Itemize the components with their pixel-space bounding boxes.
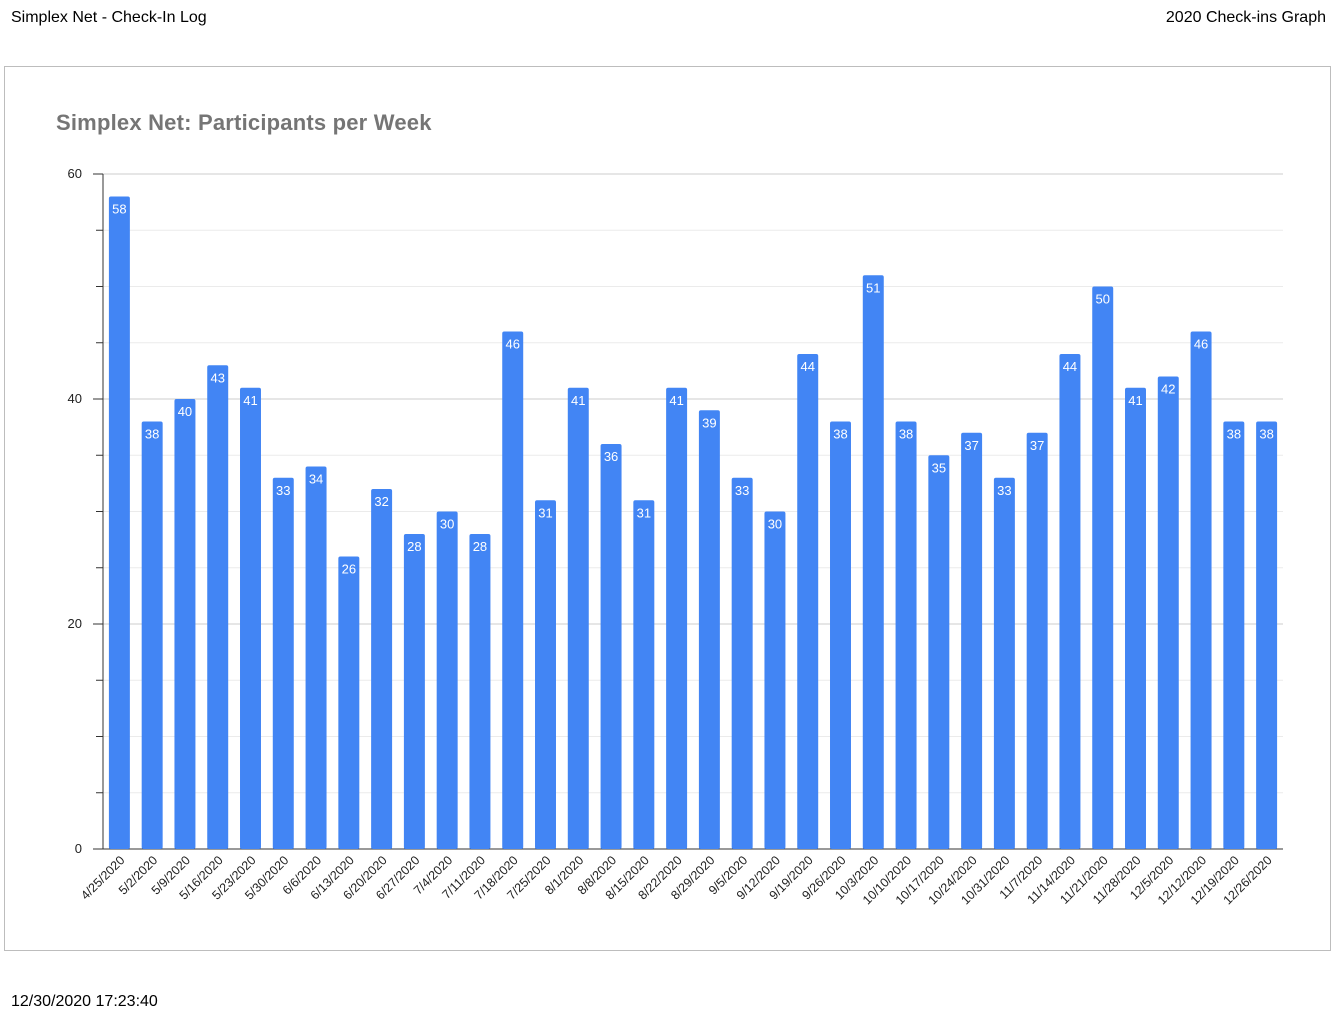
bar	[207, 365, 229, 849]
data-label: 51	[866, 280, 880, 295]
bar	[830, 421, 851, 849]
data-label: 58	[112, 202, 126, 217]
data-label: 38	[899, 427, 913, 442]
data-label: 37	[1030, 438, 1044, 453]
bar	[633, 500, 655, 849]
data-label: 44	[800, 359, 814, 374]
bar	[1157, 376, 1179, 849]
bar	[895, 421, 917, 849]
data-label: 31	[637, 505, 651, 520]
y-tick-label: 60	[68, 166, 82, 181]
bar	[666, 387, 688, 849]
bar	[567, 387, 589, 849]
bar	[1256, 421, 1278, 849]
data-label: 34	[309, 472, 323, 487]
bar	[240, 387, 261, 849]
bar	[1190, 331, 1212, 849]
bar	[174, 399, 196, 849]
bar	[1059, 354, 1081, 849]
bar	[1223, 421, 1245, 849]
bar	[797, 354, 819, 849]
data-label: 42	[1161, 382, 1175, 397]
bar	[731, 477, 753, 849]
data-label: 38	[1227, 427, 1241, 442]
data-label: 28	[473, 539, 487, 554]
data-label: 41	[571, 393, 585, 408]
data-label: 37	[964, 438, 978, 453]
y-tick-label: 0	[75, 841, 82, 856]
data-label: 26	[342, 562, 356, 577]
data-label: 43	[210, 370, 224, 385]
data-label: 41	[669, 393, 683, 408]
data-label: 44	[1063, 359, 1077, 374]
bar	[403, 534, 425, 849]
data-label: 38	[145, 427, 159, 442]
data-label: 33	[735, 483, 749, 498]
data-label: 46	[1194, 337, 1208, 352]
bar	[141, 421, 163, 849]
bar	[436, 511, 458, 849]
bar	[535, 500, 556, 849]
bar	[305, 466, 327, 849]
bar	[961, 432, 983, 849]
data-label: 32	[374, 494, 388, 509]
data-label: 41	[1128, 393, 1142, 408]
data-label: 50	[1095, 292, 1109, 307]
data-label: 41	[243, 393, 257, 408]
chart-title: Simplex Net: Participants per Week	[56, 110, 432, 135]
data-label: 38	[833, 427, 847, 442]
data-label: 30	[768, 517, 782, 532]
axes	[93, 173, 1283, 850]
data-label: 28	[407, 539, 421, 554]
data-label: 30	[440, 517, 454, 532]
data-label: 33	[997, 483, 1011, 498]
page-header-title: Simplex Net - Check-In Log	[11, 9, 207, 26]
data-label: 31	[538, 505, 552, 520]
bar	[1026, 432, 1048, 849]
data-label: 39	[702, 415, 716, 430]
data-label: 40	[178, 404, 192, 419]
bar	[1125, 387, 1146, 849]
bar	[600, 444, 622, 849]
bar	[272, 477, 294, 849]
data-label: 46	[505, 337, 519, 352]
bar	[993, 477, 1015, 849]
bar	[108, 196, 130, 849]
data-label: 35	[932, 460, 946, 475]
footer-timestamp: 12/30/2020 17:23:40	[11, 993, 158, 1010]
data-label: 33	[276, 483, 290, 498]
bar	[928, 455, 950, 849]
x-tick-label: 4/25/2020	[78, 853, 127, 902]
bar	[502, 331, 524, 849]
y-tick-label: 20	[68, 616, 82, 631]
bar	[338, 556, 360, 849]
page-header-subtitle: 2020 Check-ins Graph	[1165, 9, 1326, 26]
data-label: 36	[604, 449, 618, 464]
bar	[469, 534, 491, 849]
bar	[698, 410, 720, 849]
data-label: 38	[1259, 427, 1273, 442]
y-tick-label: 40	[68, 391, 82, 406]
bar	[371, 489, 393, 849]
chart-frame	[4, 66, 1331, 951]
bar	[862, 275, 884, 849]
bars	[108, 196, 1278, 849]
grid-lines	[103, 173, 1283, 794]
bar	[1092, 286, 1114, 849]
bar	[764, 511, 786, 849]
